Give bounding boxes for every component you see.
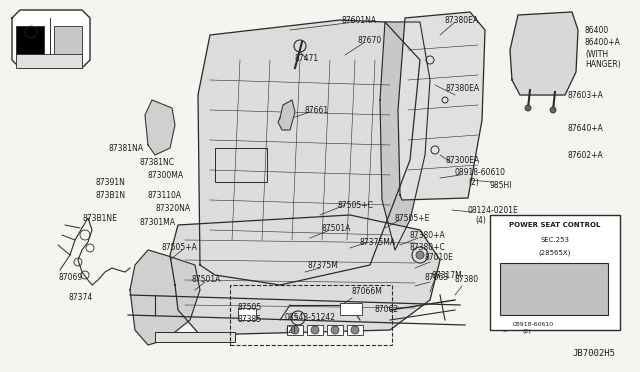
Text: HANGER): HANGER) (585, 60, 621, 68)
Polygon shape (510, 12, 578, 95)
Bar (230, 285, 392, 345)
Text: 87602+A: 87602+A (568, 151, 604, 160)
Bar (327, 325, 343, 335)
Text: 87501A: 87501A (322, 224, 351, 232)
Bar (16, 54, 82, 68)
Text: 985HI: 985HI (490, 180, 513, 189)
Text: 87380+A: 87380+A (410, 231, 445, 240)
Text: 87320NA: 87320NA (155, 203, 190, 212)
Text: 87661: 87661 (305, 106, 329, 115)
Text: 87380+C: 87380+C (410, 244, 445, 253)
Text: (2): (2) (468, 177, 479, 186)
Polygon shape (398, 12, 485, 200)
Text: 86400: 86400 (585, 26, 609, 35)
Polygon shape (130, 250, 200, 345)
Text: S: S (294, 315, 298, 321)
Bar (490, 215, 620, 330)
Text: (2): (2) (523, 330, 532, 334)
Polygon shape (170, 215, 440, 335)
Text: 87603+A: 87603+A (568, 90, 604, 99)
Text: 87471: 87471 (295, 54, 319, 62)
Text: 87505+C: 87505+C (338, 201, 374, 209)
Text: 87380: 87380 (455, 276, 479, 285)
Circle shape (331, 326, 339, 334)
Text: 87069: 87069 (58, 273, 83, 282)
Text: 08543-51242: 08543-51242 (285, 314, 336, 323)
Text: 87385: 87385 (238, 315, 262, 324)
Circle shape (351, 326, 359, 334)
Text: (2): (2) (285, 326, 296, 334)
Bar (215, 148, 267, 182)
Bar (340, 303, 362, 315)
Text: SEC.253: SEC.253 (541, 237, 570, 243)
Text: 873B1N: 873B1N (95, 190, 125, 199)
Text: 87062: 87062 (375, 305, 399, 314)
Text: 87300MA: 87300MA (148, 170, 184, 180)
Circle shape (311, 326, 319, 334)
Bar (155, 332, 235, 342)
Circle shape (550, 107, 556, 113)
Text: 87391N: 87391N (95, 177, 125, 186)
Text: 87670: 87670 (358, 35, 382, 45)
Text: (WITH: (WITH (585, 49, 608, 58)
Text: 87505+E: 87505+E (395, 214, 430, 222)
Text: 08124-0201E: 08124-0201E (468, 205, 519, 215)
Text: 87300EA: 87300EA (446, 155, 480, 164)
Text: POWER SEAT CONTROL: POWER SEAT CONTROL (509, 222, 601, 228)
Polygon shape (380, 22, 430, 250)
Circle shape (291, 326, 299, 334)
Circle shape (416, 251, 424, 259)
Polygon shape (278, 100, 295, 130)
Bar (307, 325, 323, 335)
Text: 08918-60610: 08918-60610 (513, 323, 554, 327)
Text: 873B1NE: 873B1NE (82, 214, 117, 222)
Text: 87380EA: 87380EA (446, 83, 480, 93)
Bar (287, 325, 303, 335)
Text: 87381NA: 87381NA (108, 144, 143, 153)
Text: 08918-60610: 08918-60610 (455, 167, 506, 176)
Text: 87063: 87063 (425, 273, 449, 282)
Text: 87066M: 87066M (352, 288, 383, 296)
Polygon shape (198, 20, 420, 285)
Text: 87505: 87505 (238, 304, 262, 312)
Text: 87601NA: 87601NA (342, 16, 377, 25)
Text: 87381NC: 87381NC (140, 157, 175, 167)
Text: (4): (4) (475, 215, 486, 224)
Bar (347, 325, 363, 335)
Text: 86400+A: 86400+A (585, 38, 621, 46)
Polygon shape (12, 10, 90, 68)
Bar (16, 26, 44, 58)
Circle shape (243, 310, 251, 318)
Text: 87501A: 87501A (192, 276, 221, 285)
Text: 87317M: 87317M (432, 270, 463, 279)
Text: 87380EA: 87380EA (445, 16, 479, 25)
Text: JB7002H5: JB7002H5 (572, 350, 615, 359)
Text: 87374: 87374 (68, 294, 92, 302)
Text: 87010E: 87010E (425, 253, 454, 263)
Polygon shape (145, 100, 175, 155)
Text: 87375M: 87375M (308, 260, 339, 269)
Text: 87505+A: 87505+A (162, 244, 198, 253)
Bar (54, 26, 82, 62)
Circle shape (525, 105, 531, 111)
Text: 87640+A: 87640+A (568, 124, 604, 132)
Text: 873110A: 873110A (148, 190, 182, 199)
Bar (238, 308, 256, 320)
Bar (500, 263, 608, 315)
Text: 87301MA: 87301MA (140, 218, 176, 227)
Text: 87375MA: 87375MA (360, 237, 396, 247)
Text: (28565X): (28565X) (539, 250, 571, 256)
